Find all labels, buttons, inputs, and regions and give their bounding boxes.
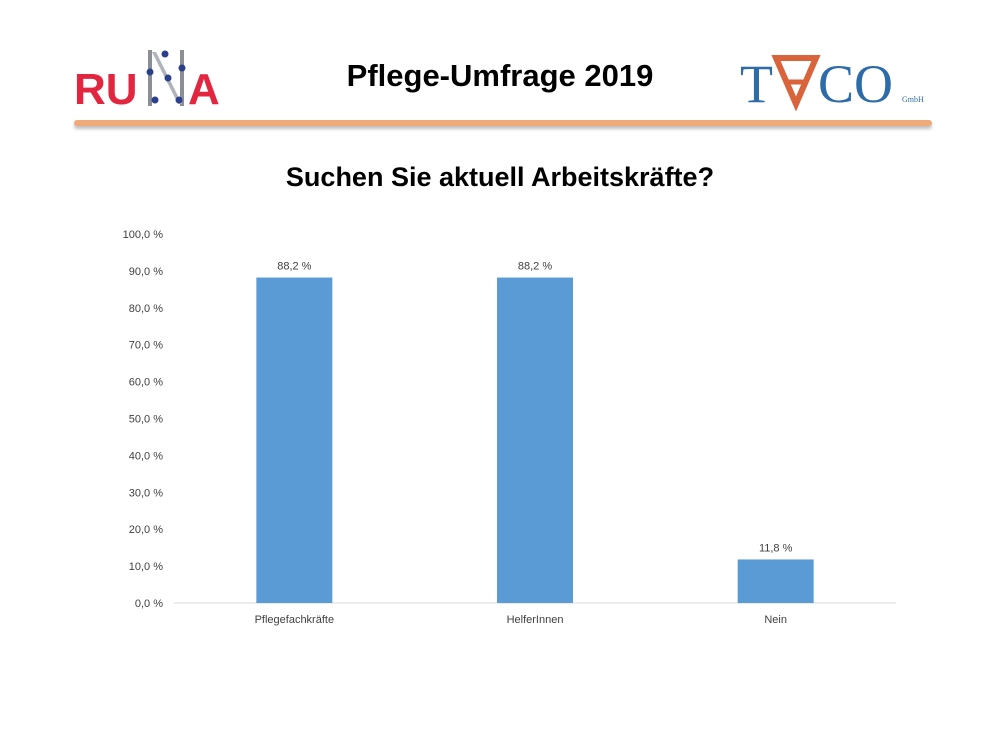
x-tick-label: HelferInnen: [507, 614, 564, 626]
y-tick-label: 10,0 %: [129, 561, 163, 573]
svg-text:GmbH: GmbH: [902, 95, 924, 104]
data-label: 11,8 %: [759, 542, 793, 554]
y-tick-label: 100,0 %: [123, 229, 164, 241]
runa-logo: RU A: [74, 50, 220, 110]
y-tick-label: 60,0 %: [129, 377, 163, 389]
y-tick-label: 50,0 %: [129, 414, 163, 426]
y-tick-label: 40,0 %: [129, 450, 163, 462]
x-tick-label: Nein: [764, 614, 787, 626]
svg-text:CO: CO: [818, 54, 893, 112]
header-divider: [74, 120, 932, 126]
y-axis: 0,0 % 10,0 % 20,0 % 30,0 % 40,0 % 50,0 % 60,0 …: [123, 229, 164, 610]
runa-logo-graphic: [146, 50, 186, 106]
taco-logo: T CO GmbH: [740, 54, 924, 112]
svg-text:RU: RU: [74, 65, 138, 110]
data-label: 88,2 %: [518, 261, 552, 273]
x-tick-label: Pflegefachkräfte: [255, 614, 335, 626]
svg-text:A: A: [188, 65, 220, 110]
page-title: Pflege-Umfrage 2019: [346, 58, 654, 93]
bar: [737, 559, 814, 603]
bar: [256, 277, 333, 603]
x-axis: Pflegefachkräfte HelferInnen Nein: [255, 614, 787, 626]
bar: [497, 277, 573, 603]
y-tick-label: 90,0 %: [129, 266, 163, 278]
data-label: 88,2 %: [277, 261, 311, 273]
chart-title: Suchen Sie aktuell Arbeitskräfte?: [285, 162, 715, 192]
bars-group: [256, 277, 814, 603]
y-tick-label: 0,0 %: [135, 598, 163, 610]
svg-text:T: T: [740, 54, 773, 112]
y-tick-label: 70,0 %: [129, 340, 163, 352]
y-tick-label: 30,0 %: [129, 487, 163, 499]
y-tick-label: 20,0 %: [129, 524, 163, 536]
y-tick-label: 80,0 %: [129, 303, 163, 315]
data-labels-group: 88,2 % 88,2 % 11,8 %: [277, 261, 792, 555]
